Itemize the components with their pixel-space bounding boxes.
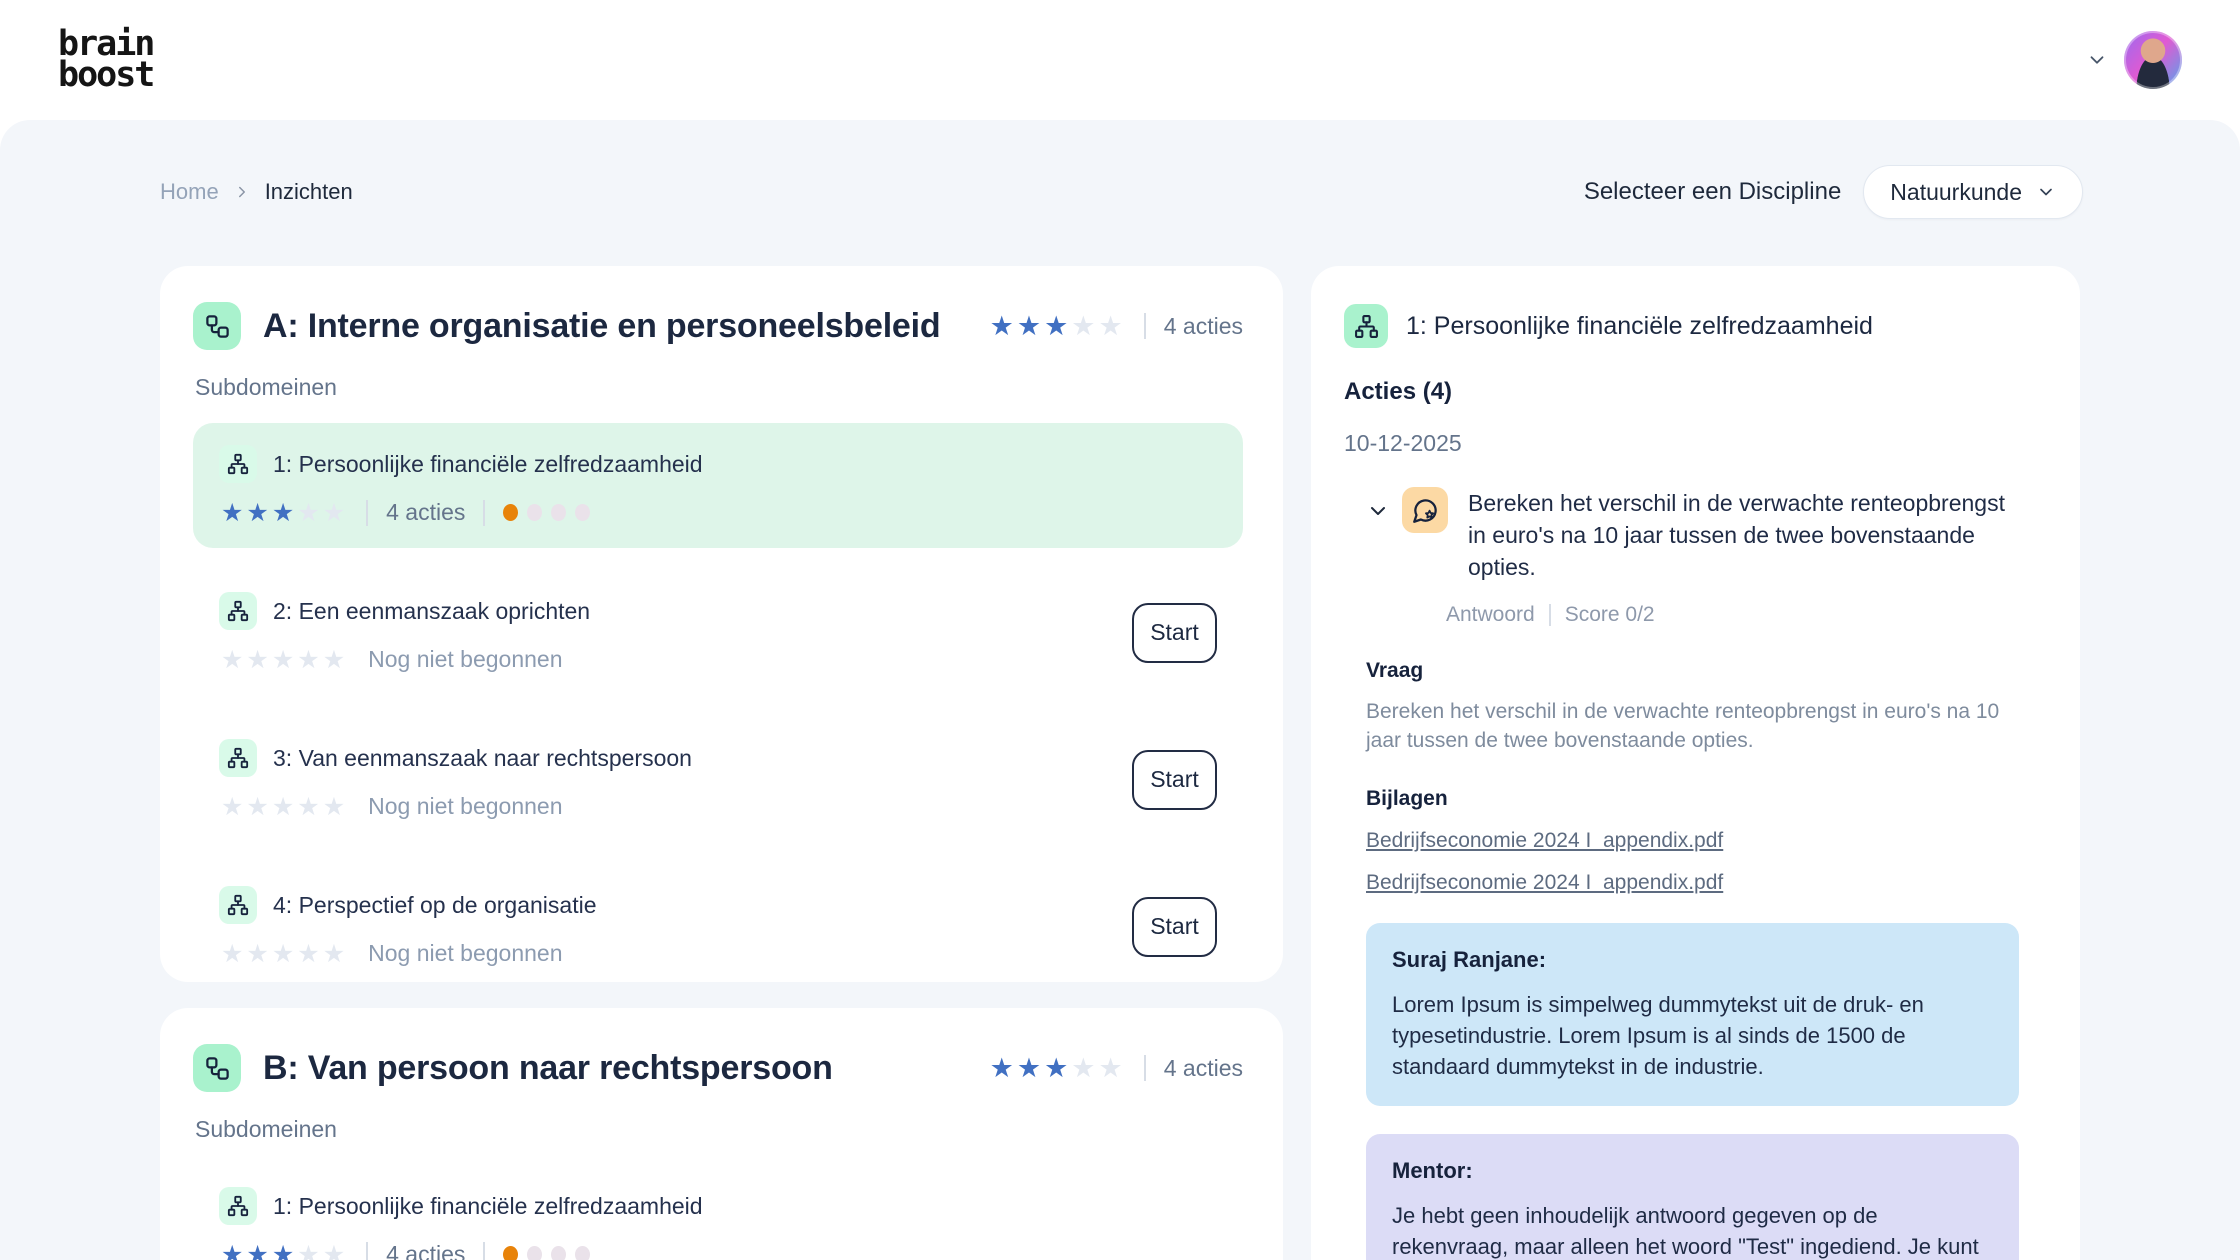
toolbar: Home Inzichten Selecteer een Discipline … — [160, 164, 2083, 220]
start-button[interactable]: Start — [1132, 602, 1217, 663]
mentor-text: Je hebt geen inhoudelijk antwoord gegeve… — [1392, 1203, 1979, 1259]
detail-panel: 1: Persoonlijke financiële zelfredzaamhe… — [1311, 266, 2080, 1260]
divider — [1143, 313, 1146, 339]
chevron-right-icon — [238, 186, 245, 198]
domain-rating-stars: ★★★★★ — [989, 310, 1126, 342]
actions-heading: Acties (4) — [1344, 378, 1453, 405]
action-question-text: Bereken het verschil in de verwachte ren… — [1468, 490, 2005, 580]
domain-card-a: A: Interne organisatie en personeelsbele… — [160, 266, 1283, 982]
breadcrumb-home[interactable]: Home — [160, 179, 219, 204]
actions-date: 10-12-2025 — [1344, 430, 1462, 456]
student-name: Suraj Ranjane: — [1392, 947, 1547, 972]
discipline-label: Selecteer een Discipline — [1583, 178, 1842, 205]
subdomain-rating-stars: ★★★★★ — [221, 792, 349, 821]
attachment-link[interactable]: Bedrijfseconomie 2024 I_appendix.pdf — [1366, 871, 1724, 894]
student-answer-box: Suraj Ranjane: Lorem Ipsum is simpelweg … — [1366, 923, 2019, 1106]
breadcrumb-current: Inzichten — [264, 179, 353, 204]
subdomain-actions-count: 4 acties — [386, 499, 466, 525]
divider — [366, 499, 369, 526]
tab-antwoord[interactable]: Antwoord — [1446, 603, 1535, 626]
subdomain-rating-stars: ★★★★★ — [221, 498, 349, 527]
sitemap-icon — [219, 592, 257, 630]
subdomain-actions-count: 4 acties — [386, 1241, 466, 1260]
chevron-down-icon[interactable] — [2086, 49, 2108, 71]
start-button[interactable]: Start — [1132, 896, 1217, 957]
status-text: Nog niet begonnen — [368, 793, 563, 819]
action-item: Bereken het verschil in de verwachte ren… — [1366, 487, 2047, 1260]
progress-dots — [503, 504, 591, 521]
discipline-dropdown[interactable]: Natuurkunde — [1863, 165, 2083, 219]
subdomain-title: 3: Van eenmanszaak naar rechtspersoon — [273, 744, 692, 771]
workflow-icon — [193, 1044, 241, 1092]
subdomain-rating-stars: ★★★★★ — [221, 1240, 349, 1260]
divider — [483, 499, 486, 526]
divider — [1143, 1055, 1146, 1081]
attachment-link[interactable]: Bedrijfseconomie 2024 I_appendix.pdf — [1366, 829, 1724, 852]
divider — [1548, 604, 1551, 626]
status-text: Nog niet begonnen — [368, 646, 563, 672]
mentor-feedback-box: Mentor: Je hebt geen inhoudelijk antwoor… — [1366, 1134, 2019, 1260]
collapse-chevron-icon[interactable] — [1366, 499, 1390, 523]
domain-title: A: Interne organisatie en personeelsbele… — [263, 306, 941, 345]
header-user-menu[interactable] — [2086, 31, 2182, 89]
vraag-text: Bereken het verschil in de verwachte ren… — [1366, 700, 2000, 752]
sitemap-icon — [219, 886, 257, 924]
student-text: Lorem Ipsum is simpelweg dummytekst uit … — [1392, 992, 1924, 1079]
logo-line-2: boost — [58, 55, 155, 95]
subdomain-title: 1: Persoonlijke financiële zelfredzaamhe… — [273, 1192, 703, 1219]
domain-actions-count: 4 acties — [1163, 1054, 1243, 1081]
brainboost-logo[interactable]: brain boost — [58, 24, 155, 95]
subdomains-label: Subdomeinen — [195, 1116, 337, 1142]
sitemap-icon — [1344, 304, 1388, 348]
logo-line-1: brain — [58, 24, 155, 64]
app-header: brain boost — [0, 0, 2240, 120]
sitemap-icon — [219, 1187, 257, 1225]
subdomain-title: 1: Persoonlijke financiële zelfredzaamhe… — [273, 450, 703, 477]
subdomain-row[interactable]: 1: Persoonlijke financiële zelfredzaamhe… — [193, 1165, 1243, 1260]
subdomain-row[interactable]: 4: Perspectief op de organisatie ★★★★★ N… — [193, 864, 1243, 989]
tab-score[interactable]: Score 0/2 — [1564, 603, 1655, 626]
domain-card-b: B: Van persoon naar rechtspersoon ★★★★★ … — [160, 1008, 1283, 1260]
subdomain-row[interactable]: 3: Van eenmanszaak naar rechtspersoon ★★… — [193, 717, 1243, 842]
discipline-value: Natuurkunde — [1890, 178, 2022, 205]
chevron-down-icon — [2040, 188, 2052, 196]
subdomain-rating-stars: ★★★★★ — [221, 939, 349, 968]
bijlagen-label: Bijlagen — [1366, 787, 1448, 810]
subdomain-row[interactable]: 2: Een eenmanszaak oprichten ★★★★★ Nog n… — [193, 570, 1243, 695]
chat-star-icon — [1402, 487, 1448, 533]
status-text: Nog niet begonnen — [368, 940, 563, 966]
detail-title: 1: Persoonlijke financiële zelfredzaamhe… — [1406, 311, 1873, 340]
main-surface: Home Inzichten Selecteer een Discipline … — [0, 120, 2240, 1260]
mentor-name: Mentor: — [1392, 1158, 1473, 1183]
sitemap-icon — [219, 739, 257, 777]
breadcrumb: Home Inzichten — [160, 179, 353, 205]
domain-actions-count: 4 acties — [1163, 312, 1243, 339]
action-question-row[interactable]: Bereken het verschil in de verwachte ren… — [1366, 487, 2047, 583]
domain-title: B: Van persoon naar rechtspersoon — [263, 1048, 833, 1087]
divider — [483, 1241, 486, 1260]
subdomain-title: 4: Perspectief op de organisatie — [273, 891, 597, 918]
subdomain-rating-stars: ★★★★★ — [221, 645, 349, 674]
subdomains-label: Subdomeinen — [195, 374, 337, 400]
progress-dots — [503, 1246, 591, 1260]
domains-column: A: Interne organisatie en personeelsbele… — [160, 266, 1283, 1260]
vraag-label: Vraag — [1366, 659, 1424, 682]
domain-rating-stars: ★★★★★ — [989, 1052, 1126, 1084]
divider — [366, 1241, 369, 1260]
start-button[interactable]: Start — [1132, 749, 1217, 810]
subdomain-title: 2: Een eenmanszaak oprichten — [273, 597, 591, 624]
avatar[interactable] — [2124, 31, 2182, 89]
sitemap-icon — [219, 445, 257, 483]
subdomain-row-selected[interactable]: 1: Persoonlijke financiële zelfredzaamhe… — [193, 423, 1243, 548]
action-tabs: Antwoord Score 0/2 — [1446, 603, 2047, 627]
workflow-icon — [193, 302, 241, 350]
